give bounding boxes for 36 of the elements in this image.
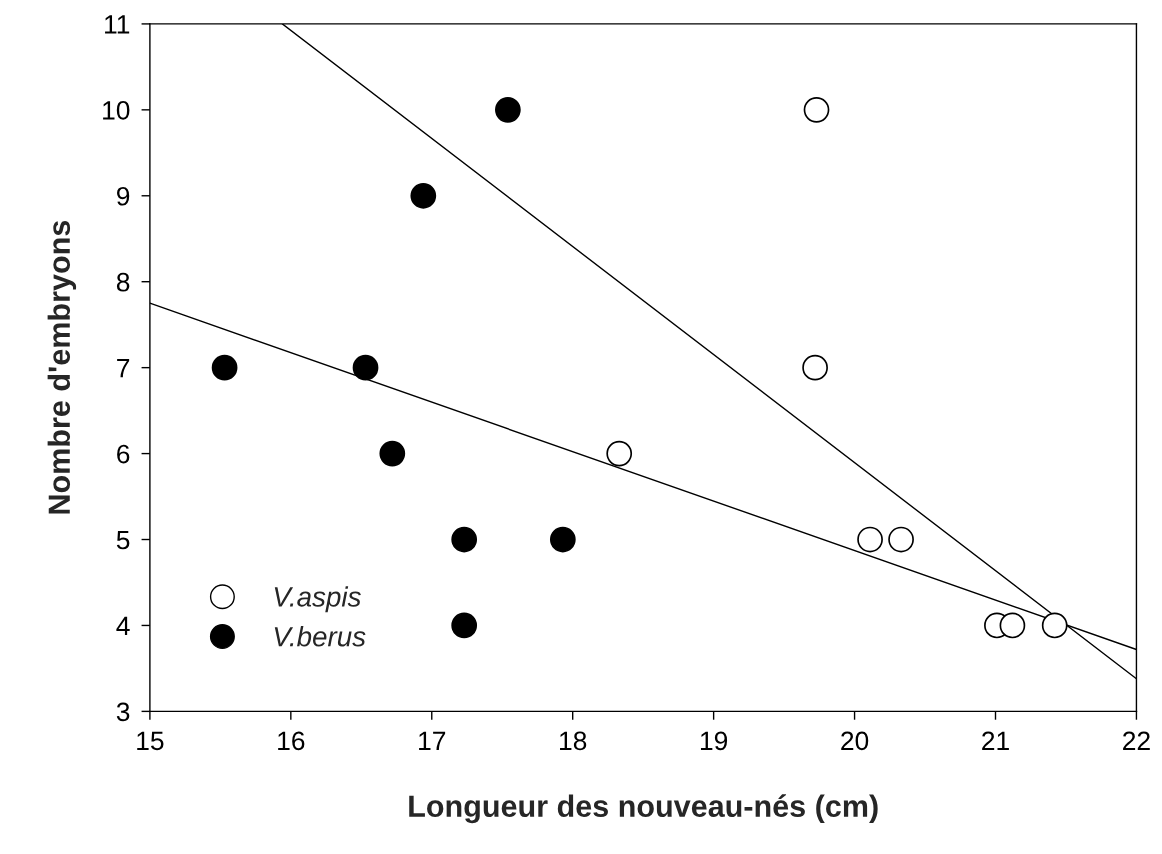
y-tick-label: 5 bbox=[116, 530, 130, 550]
x-tick-label: 20 bbox=[841, 731, 869, 751]
x-tick-label: 17 bbox=[419, 731, 446, 750]
x-tick-label: 18 bbox=[560, 731, 587, 751]
point bbox=[410, 182, 437, 209]
point bbox=[451, 612, 478, 639]
point bbox=[606, 440, 633, 467]
point bbox=[549, 526, 576, 553]
point bbox=[352, 354, 379, 381]
point bbox=[857, 526, 883, 553]
point bbox=[495, 96, 521, 123]
x-tick-label: 16 bbox=[278, 731, 305, 751]
y-tick-label: 11 bbox=[105, 15, 130, 34]
point bbox=[802, 354, 828, 381]
x-axis-title: Longueur des nouveau-nés (cm) bbox=[409, 794, 878, 824]
point bbox=[888, 526, 914, 553]
y-axis-title: Nombre d'embryons bbox=[47, 220, 77, 514]
x-tick-label: 19 bbox=[700, 731, 728, 751]
y-tick-label: 8 bbox=[116, 272, 130, 292]
point bbox=[379, 440, 406, 467]
y-tick-label: 6 bbox=[117, 444, 130, 464]
point bbox=[451, 526, 478, 553]
point bbox=[211, 354, 238, 381]
point bbox=[803, 96, 830, 123]
y-tick-label: 4 bbox=[116, 616, 130, 636]
x-tick-label: 22 bbox=[1123, 731, 1150, 750]
x-tick-label: 21 bbox=[982, 731, 1009, 750]
x-tick-label: 15 bbox=[137, 731, 164, 751]
y-tick-label: 3 bbox=[116, 702, 130, 722]
point bbox=[999, 612, 1026, 639]
point bbox=[1041, 612, 1068, 639]
y-tick-label: 9 bbox=[117, 186, 130, 206]
y-tick-label: 10 bbox=[103, 100, 130, 120]
legend-label: V.aspis bbox=[274, 586, 361, 613]
legend-label: V.berus bbox=[274, 626, 366, 647]
y-tick-label: 7 bbox=[117, 359, 130, 378]
